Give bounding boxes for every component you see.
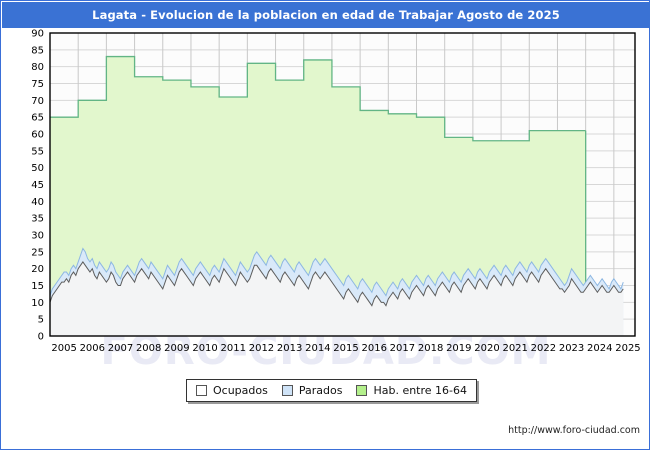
- svg-text:80: 80: [31, 62, 44, 73]
- svg-text:2022: 2022: [531, 343, 556, 354]
- svg-text:2008: 2008: [136, 343, 161, 354]
- svg-text:2018: 2018: [418, 343, 443, 354]
- svg-text:0: 0: [38, 332, 44, 343]
- svg-text:2006: 2006: [80, 343, 105, 354]
- svg-text:2013: 2013: [277, 343, 302, 354]
- svg-text:2017: 2017: [390, 343, 415, 354]
- svg-text:20: 20: [31, 264, 44, 275]
- svg-text:2015: 2015: [333, 343, 358, 354]
- svg-text:2010: 2010: [192, 343, 217, 354]
- legend-label-ocupados: Ocupados: [213, 384, 268, 397]
- chart-canvas: FORO-CIUDAD.COM 0 5 10 15 20 25 30 35 40 45 50 55 60…: [1, 28, 650, 451]
- series-layer: [49, 55, 624, 337]
- svg-text:2012: 2012: [249, 343, 274, 354]
- svg-text:2011: 2011: [221, 343, 246, 354]
- svg-text:2005: 2005: [51, 343, 76, 354]
- svg-text:2014: 2014: [305, 343, 330, 354]
- svg-text:2007: 2007: [108, 343, 133, 354]
- svg-text:85: 85: [31, 45, 44, 56]
- legend-item-parados: Parados: [281, 384, 343, 397]
- legend-label-parados: Parados: [298, 384, 343, 397]
- chart-legend: Ocupados Parados Hab. entre 16-64: [186, 379, 478, 402]
- population-chart: 0510152025303540455055606570758085902005…: [31, 29, 640, 355]
- svg-text:2019: 2019: [446, 343, 471, 354]
- svg-text:2009: 2009: [164, 343, 189, 354]
- svg-text:10: 10: [31, 298, 44, 309]
- svg-text:55: 55: [31, 146, 44, 157]
- svg-text:75: 75: [31, 79, 44, 90]
- legend-item-habitantes: Hab. entre 16-64: [356, 384, 467, 397]
- svg-text:35: 35: [31, 214, 44, 225]
- svg-text:5: 5: [38, 315, 44, 326]
- svg-text:70: 70: [31, 96, 44, 107]
- svg-text:2020: 2020: [474, 343, 499, 354]
- legend-swatch-habitantes: [356, 385, 368, 396]
- legend-swatch-parados: [281, 385, 293, 396]
- svg-text:45: 45: [31, 180, 44, 191]
- svg-text:60: 60: [31, 130, 44, 141]
- window-title-bar: Lagata - Evolucion de la poblacion en ed…: [2, 2, 650, 28]
- svg-text:2016: 2016: [361, 343, 386, 354]
- legend-swatch-ocupados: [196, 385, 207, 396]
- legend-label-habitantes: Hab. entre 16-64: [373, 384, 468, 397]
- svg-text:2025: 2025: [615, 343, 640, 354]
- tick-labels-layer: 0510152025303540455055606570758085902005…: [31, 29, 640, 355]
- legend-item-ocupados: Ocupados: [196, 384, 268, 397]
- svg-text:15: 15: [31, 281, 44, 292]
- svg-text:65: 65: [31, 113, 44, 124]
- svg-text:50: 50: [31, 163, 44, 174]
- svg-text:2023: 2023: [559, 343, 584, 354]
- axes-layer: [49, 32, 636, 337]
- svg-text:90: 90: [31, 29, 44, 40]
- svg-text:30: 30: [31, 231, 44, 242]
- svg-text:2024: 2024: [587, 343, 612, 354]
- page-title: Lagata - Evolucion de la poblacion en ed…: [92, 8, 560, 22]
- footer-url: http://www.foro-ciudad.com: [508, 425, 640, 436]
- svg-text:2021: 2021: [502, 343, 527, 354]
- svg-text:40: 40: [31, 197, 44, 208]
- svg-text:25: 25: [31, 247, 44, 258]
